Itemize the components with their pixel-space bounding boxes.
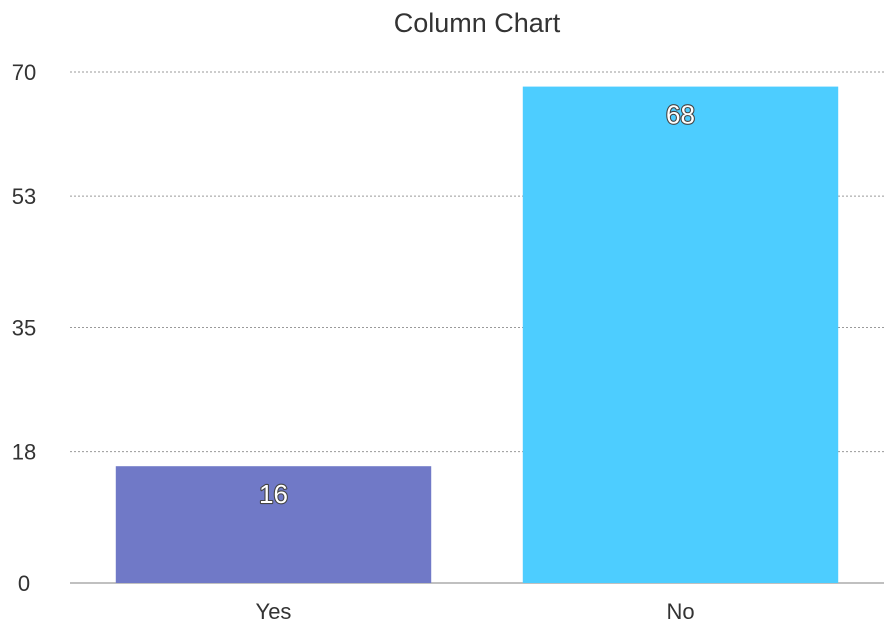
y-tick-label: 18 (12, 440, 36, 465)
bars-layer (115, 86, 839, 583)
y-tick-label: 70 (12, 60, 36, 85)
bar-value-label: 68 (666, 100, 695, 130)
x-category-label: Yes (256, 599, 292, 624)
chart-title: Column Chart (394, 8, 561, 38)
bar-yes[interactable] (115, 466, 432, 583)
labels-layer: 0 18 35 53 70 16 Yes 68 No (12, 60, 696, 624)
bar-no[interactable] (522, 86, 839, 583)
y-tick-label: 53 (12, 184, 36, 209)
bar-value-label: 16 (259, 479, 288, 509)
y-tick-label: 35 (12, 316, 36, 341)
y-tick-label: 0 (18, 571, 30, 596)
x-category-label: No (666, 599, 694, 624)
